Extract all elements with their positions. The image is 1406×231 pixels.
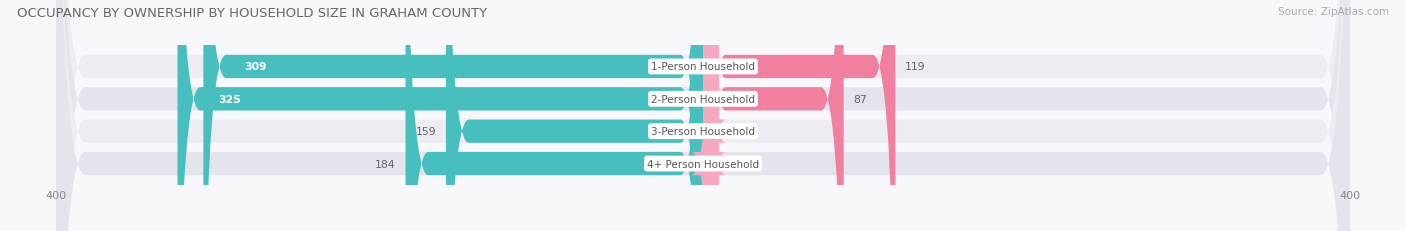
FancyBboxPatch shape <box>446 0 703 231</box>
Text: 4+ Person Household: 4+ Person Household <box>647 159 759 169</box>
FancyBboxPatch shape <box>703 0 844 231</box>
Text: 1-Person Household: 1-Person Household <box>651 62 755 72</box>
FancyBboxPatch shape <box>56 0 1350 231</box>
Text: 184: 184 <box>375 159 396 169</box>
FancyBboxPatch shape <box>56 0 1350 231</box>
FancyBboxPatch shape <box>56 0 1350 231</box>
FancyBboxPatch shape <box>56 0 1350 231</box>
Text: OCCUPANCY BY OWNERSHIP BY HOUSEHOLD SIZE IN GRAHAM COUNTY: OCCUPANCY BY OWNERSHIP BY HOUSEHOLD SIZE… <box>17 7 486 20</box>
FancyBboxPatch shape <box>405 0 703 231</box>
Text: 87: 87 <box>853 94 868 104</box>
Text: 119: 119 <box>905 62 925 72</box>
Text: Source: ZipAtlas.com: Source: ZipAtlas.com <box>1278 7 1389 17</box>
FancyBboxPatch shape <box>696 0 725 231</box>
FancyBboxPatch shape <box>703 0 896 231</box>
Text: 325: 325 <box>218 94 240 104</box>
FancyBboxPatch shape <box>204 0 703 231</box>
FancyBboxPatch shape <box>177 0 703 231</box>
Text: 2-Person Household: 2-Person Household <box>651 94 755 104</box>
Text: 159: 159 <box>416 127 436 137</box>
Text: 309: 309 <box>243 62 266 72</box>
Text: 3-Person Household: 3-Person Household <box>651 127 755 137</box>
FancyBboxPatch shape <box>692 0 725 231</box>
Text: 7: 7 <box>724 159 731 169</box>
Text: 10: 10 <box>728 127 742 137</box>
